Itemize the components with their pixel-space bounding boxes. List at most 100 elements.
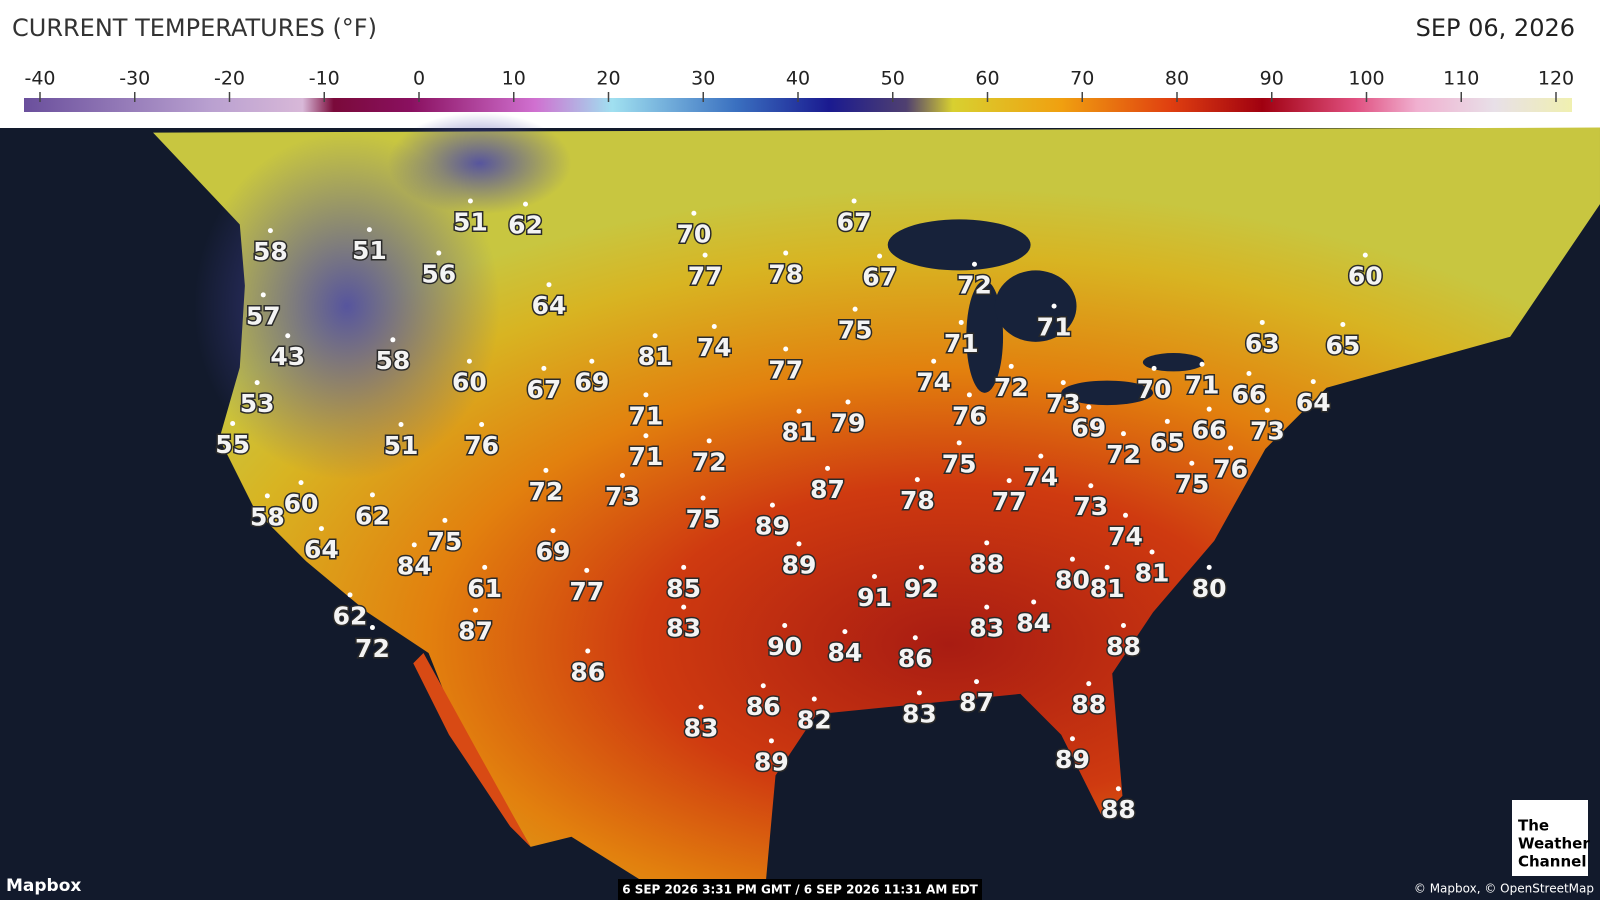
station-dot	[643, 433, 649, 439]
station-temperature: 91	[857, 583, 892, 612]
colorbar-tick-label: 40	[786, 68, 810, 90]
station-temperature: 51	[453, 207, 488, 236]
station-temperature: 80	[1192, 574, 1227, 603]
station-temperature: 60	[284, 489, 319, 518]
station-dot	[768, 738, 774, 744]
station-temperature: 75	[838, 316, 873, 345]
station-dot	[916, 690, 922, 696]
colorbar-tick-label: 30	[691, 68, 715, 90]
station-dot	[541, 365, 547, 371]
station-temperature: 57	[246, 301, 281, 330]
station-temperature: 88	[1071, 690, 1106, 719]
station-temperature: 43	[270, 342, 305, 371]
station-dot	[1246, 370, 1252, 376]
colorbar-tick-label: -30	[119, 68, 150, 90]
station-dot	[442, 517, 448, 523]
station-temperature: 88	[1106, 632, 1141, 661]
station-temperature: 89	[782, 550, 817, 579]
station-dot	[398, 421, 404, 427]
station-dot	[691, 210, 697, 216]
station-temperature: 58	[250, 502, 285, 531]
station-temperature: 85	[666, 574, 701, 603]
station-dot	[842, 629, 848, 635]
station-temperature: 67	[526, 375, 561, 404]
station-temperature: 83	[684, 714, 719, 743]
station-dot	[1206, 406, 1212, 412]
lake	[1061, 380, 1154, 406]
station-temperature: 79	[831, 408, 866, 437]
station-temperature: 86	[746, 692, 781, 721]
station-dot	[1051, 303, 1057, 309]
station-temperature: 84	[827, 638, 862, 667]
station-dot	[769, 502, 775, 508]
colorbar-tick-label: 120	[1538, 68, 1574, 90]
station-temperature: 73	[1073, 492, 1108, 521]
cool-region	[387, 112, 572, 215]
station-temperature: 83	[969, 614, 1004, 643]
station-dot	[845, 399, 851, 405]
station-temperature: 74	[1023, 463, 1058, 492]
station-dot	[760, 683, 766, 689]
station-dot	[681, 604, 687, 610]
station-dot	[1149, 549, 1155, 555]
station-temperature: 51	[352, 236, 387, 265]
station-temperature: 89	[1055, 745, 1090, 774]
station-temperature: 71	[1185, 371, 1220, 400]
station-dot	[1120, 431, 1126, 437]
station-temperature: 88	[1101, 795, 1136, 824]
station-temperature: 72	[957, 271, 992, 300]
colorbar-tick-label: 0	[413, 68, 425, 90]
station-dot	[411, 542, 417, 548]
station-temperature: 55	[215, 430, 250, 459]
station-temperature: 81	[638, 342, 673, 371]
station-dot	[1006, 478, 1012, 484]
station-dot	[467, 198, 473, 204]
title: CURRENT TEMPERATURES (°F)	[12, 14, 377, 42]
station-temperature: 67	[862, 263, 897, 292]
station-dot	[1086, 404, 1092, 410]
stations: 58 51 51 62 56 70 67 57 77 78 67 72 64 43 58 81 74 75 71 71…	[214, 198, 1384, 826]
station-dot	[984, 604, 990, 610]
station-temperature: 78	[768, 260, 803, 289]
date: SEP 06, 2026	[1416, 14, 1575, 42]
station-temperature: 86	[898, 644, 933, 673]
station-dot	[546, 282, 552, 288]
station-temperature: 77	[992, 487, 1027, 516]
station-dot	[1259, 319, 1265, 325]
station-temperature: 67	[837, 207, 872, 236]
station-temperature: 73	[605, 482, 640, 511]
colorbar-tick-label: 90	[1260, 68, 1284, 90]
colorbar	[24, 98, 1572, 112]
station-temperature: 74	[1108, 522, 1143, 551]
station-temperature: 69	[574, 368, 609, 397]
station-temperature: 89	[755, 512, 790, 541]
station-temperature: 62	[508, 211, 543, 240]
station-dot	[298, 480, 304, 486]
station-dot	[523, 201, 529, 207]
station-temperature: 72	[994, 373, 1029, 402]
colorbar-tick-label: 10	[502, 68, 526, 90]
station-temperature: 77	[569, 577, 604, 606]
land-temperature	[153, 127, 1600, 888]
station-dot	[1228, 445, 1234, 451]
station-dot	[585, 648, 591, 654]
station-temperature: 64	[1296, 388, 1331, 417]
station-dot	[912, 635, 918, 641]
station-dot	[706, 438, 712, 444]
station-dot	[1164, 418, 1170, 424]
lake	[887, 219, 1031, 271]
station-temperature: 81	[1135, 558, 1170, 587]
station-temperature: 83	[902, 699, 937, 728]
station-temperature: 72	[529, 477, 564, 506]
station-dot	[369, 492, 375, 498]
station-temperature: 74	[697, 333, 732, 362]
station-temperature: 66	[1192, 416, 1227, 445]
lake	[1142, 353, 1205, 372]
station-dot	[1104, 564, 1110, 570]
station-temperature: 88	[969, 549, 1004, 578]
station-temperature: 51	[384, 431, 419, 460]
station-temperature: 90	[767, 632, 802, 661]
station-temperature: 73	[1046, 389, 1081, 418]
colorbar-tick-label: -10	[309, 68, 340, 90]
